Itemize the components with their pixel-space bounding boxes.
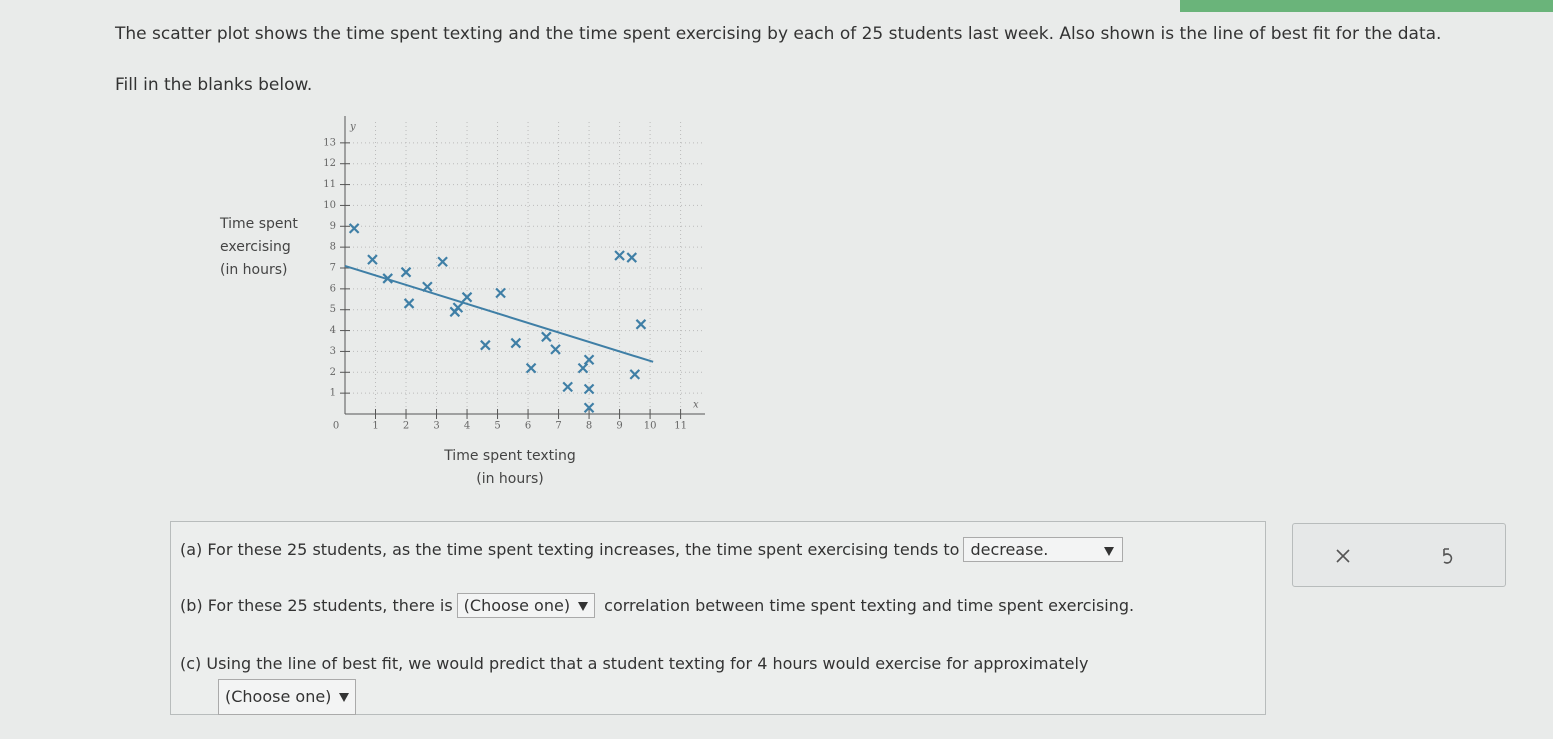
dropdown-value: (Choose one)	[225, 687, 332, 706]
part-c: (c) Using the line of best fit, we would…	[180, 649, 1200, 715]
y-tick-label: 6	[330, 283, 336, 294]
x-tick-label: 10	[644, 421, 657, 432]
point	[461, 291, 473, 303]
point	[495, 287, 506, 299]
x-tick-label: 6	[525, 421, 531, 432]
y-tick-label: 8	[330, 242, 336, 253]
x-axis-title: Time spent texting (in hours)	[420, 445, 600, 491]
y-tick-label: 3	[330, 346, 336, 357]
part-text: correlation between time spent texting a…	[604, 596, 1135, 615]
x-tick-label: 4	[464, 421, 470, 432]
x-tick-label: 9	[616, 421, 622, 432]
part-label: (a)	[180, 540, 203, 559]
point	[550, 344, 561, 355]
point	[403, 298, 415, 309]
part-label: (b)	[180, 596, 203, 615]
x-tick-label: 2	[403, 421, 409, 432]
x-title-line: (in hours)	[476, 471, 544, 487]
y-tick-label: 10	[323, 200, 336, 211]
dropdown[interactable]: decrease.	[963, 537, 1124, 562]
point	[577, 362, 589, 374]
x-tick-label: 3	[433, 421, 439, 432]
x-tick-label: 5	[494, 421, 500, 432]
dropdown-arrow	[578, 602, 589, 611]
x-tick-label: 1	[372, 421, 378, 432]
dropdown-value: decrease.	[970, 540, 1049, 559]
dropdown-arrow	[1104, 547, 1115, 556]
point	[449, 306, 461, 318]
y-tick-label: 2	[330, 367, 336, 378]
action-box	[1292, 523, 1506, 587]
point	[367, 254, 378, 265]
point	[525, 362, 537, 374]
y-title-line: (in hours)	[220, 262, 288, 278]
undo-button[interactable]	[1439, 546, 1457, 566]
y-tick-label: 12	[323, 158, 336, 169]
part-text: Using the line of best fit, we would pre…	[206, 654, 1089, 673]
instruction: Fill in the blanks below.	[115, 75, 313, 95]
part-text: For these 25 students, as the time spent…	[207, 540, 960, 559]
point	[541, 331, 552, 343]
point	[562, 381, 573, 393]
y-tick-label: 13	[323, 137, 336, 148]
point	[400, 266, 412, 278]
point	[583, 354, 595, 366]
best-fit-line	[344, 264, 654, 363]
y-tick-label: 5	[330, 304, 336, 315]
y-tick-label: 4	[330, 325, 336, 336]
dropdown[interactable]: (Choose one)	[218, 679, 357, 715]
x-tick-label: 0	[333, 421, 339, 432]
x-title-line: Time spent texting	[444, 448, 576, 464]
top-bar	[1180, 0, 1553, 12]
y-axis-title: Time spent exercising (in hours)	[220, 213, 298, 282]
part-text: For these 25 students, there is	[207, 596, 453, 615]
point	[583, 383, 595, 395]
part-label: (c)	[180, 654, 202, 673]
dropdown[interactable]: (Choose one)	[456, 593, 596, 618]
clear-button[interactable]	[1335, 548, 1351, 564]
point	[626, 252, 638, 263]
y-tick-label: 7	[330, 263, 336, 274]
y-axis-letter: y	[349, 122, 356, 133]
point	[583, 402, 595, 414]
point	[480, 339, 491, 351]
y-tick-label: 1	[330, 388, 336, 399]
y-tick-label: 11	[323, 179, 336, 190]
intro: The scatter plot shows the time spent te…	[115, 24, 1442, 44]
point	[635, 319, 647, 330]
y-title-line: exercising	[220, 239, 291, 255]
dropdown-arrow	[339, 693, 350, 702]
x-tick-label: 7	[555, 421, 561, 432]
point	[348, 223, 360, 234]
part-a: (a) For these 25 students, as the time s…	[180, 537, 1127, 562]
y-tick-label: 9	[330, 221, 336, 232]
point	[629, 369, 641, 380]
x-tick-label: 11	[674, 421, 687, 432]
point	[437, 256, 448, 268]
y-title-line: Time spent	[220, 216, 298, 232]
point	[510, 337, 522, 349]
point	[614, 250, 625, 261]
x-axis-letter: x	[693, 400, 699, 411]
dropdown-value: (Choose one)	[463, 596, 571, 615]
part-b: (b) For these 25 students, there is (Choo…	[180, 593, 1134, 618]
x-tick-label: 8	[586, 421, 592, 432]
